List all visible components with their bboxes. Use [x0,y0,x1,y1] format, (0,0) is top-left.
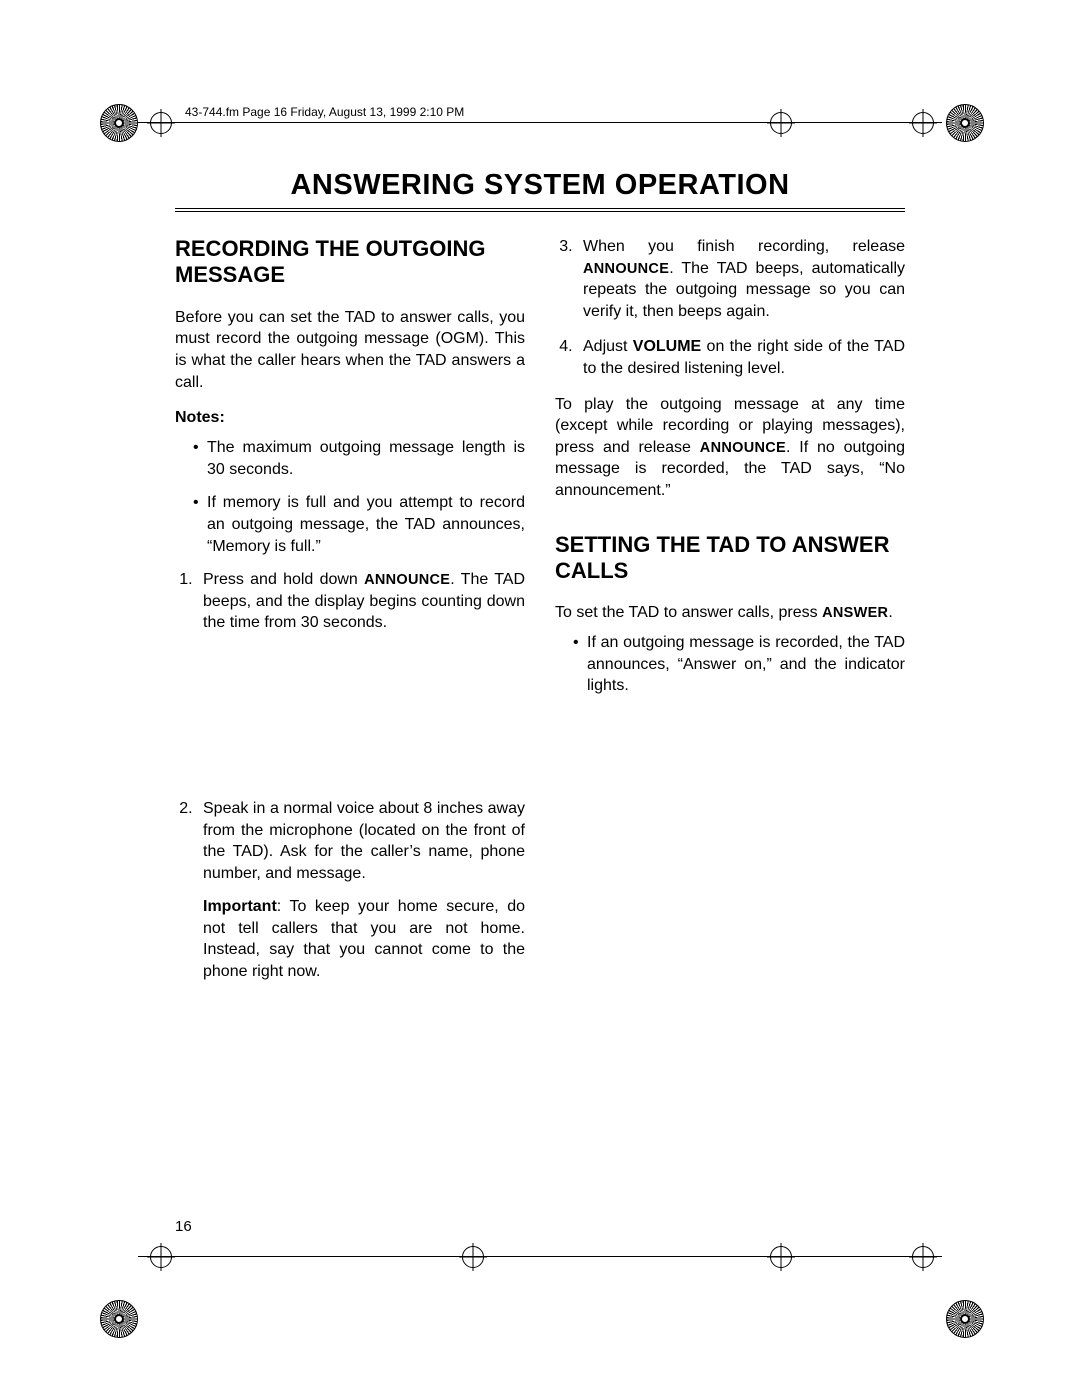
notes-list: The maximum outgoing message length is 3… [175,437,525,557]
note-item: If memory is full and you attempt to rec… [193,492,525,557]
announce-keyword: ANNOUNCE [364,572,450,588]
sunburst-bottom-right [946,1300,984,1338]
important-label: Important [203,898,277,915]
crop-header: 43-744.fm Page 16 Friday, August 13, 199… [185,105,905,119]
step2-important: Important: To keep your home secure, do … [203,896,525,982]
steps-list-right: When you finish recording, release ANNOU… [555,236,905,380]
step1-pre: Press and hold down [203,571,364,588]
play-ogm-paragraph: To play the outgoing message at any time… [555,394,905,502]
announce-keyword-2: ANNOUNCE [583,261,669,277]
regmark-bottom-right [912,1246,934,1268]
right-column: When you finish recording, release ANNOU… [555,236,905,997]
step-2: Speak in a normal voice about 8 inches a… [197,798,525,983]
intro-paragraph: Before you can set the TAD to answer cal… [175,307,525,393]
title-rule [175,208,905,216]
step3-pre: When you finish recording, release [583,238,905,255]
step2-main: Speak in a normal voice about 8 inches a… [203,800,525,882]
regmark-bottom-left [150,1246,172,1268]
section-heading-setting: SETTING THE TAD TO ANSWER CALLS [555,532,905,585]
crop-line-bottom [138,1256,942,1257]
section-heading-recording: RECORDING THE OUTGOING MESSAGE [175,236,525,289]
content-columns: RECORDING THE OUTGOING MESSAGE Before yo… [175,236,905,997]
announce-keyword-3: AN­NOUNCE [700,440,786,456]
set-pre: To set the TAD to answer calls, press [555,604,822,621]
left-column: RECORDING THE OUTGOING MESSAGE Before yo… [175,236,525,997]
page-frame: 43-744.fm Page 16 Friday, August 13, 199… [175,105,905,1235]
regmark-top-right [912,112,934,134]
regmark-bottom-mid [462,1246,484,1268]
notes-label-text: Notes [175,409,219,426]
regmark-top-left [150,112,172,134]
set-post: . [888,604,892,621]
answer-bullets: If an outgoing message is recorded, the … [555,632,905,697]
set-tad-paragraph: To set the TAD to answer calls, press AN… [555,602,905,624]
sunburst-top-left [100,104,138,142]
sunburst-top-right [946,104,984,142]
step-4: Adjust VOLUME on the right side of the T… [577,336,905,379]
step4-pre: Adjust [583,338,633,355]
column-gap [175,648,525,798]
notes-label: Notes: [175,409,525,427]
page-number: 16 [175,1218,192,1235]
step-1: Press and hold down ANNOUNCE. The TAD be… [197,569,525,634]
steps-list-left-2: Speak in a normal voice about 8 inches a… [175,798,525,983]
volume-keyword: VOLUME [633,338,701,355]
regmark-bottom-right-inner [770,1246,792,1268]
page-title: ANSWERING SYSTEM OPERATION [175,169,905,202]
sunburst-bottom-left [100,1300,138,1338]
note-item: The maximum outgoing message length is 3… [193,437,525,480]
answer-keyword: ANSWER [822,605,888,621]
answer-bullet-1: If an outgoing message is recorded, the … [573,632,905,697]
steps-list-left: Press and hold down ANNOUNCE. The TAD be… [175,569,525,634]
step-3: When you finish recording, release ANNOU… [577,236,905,322]
